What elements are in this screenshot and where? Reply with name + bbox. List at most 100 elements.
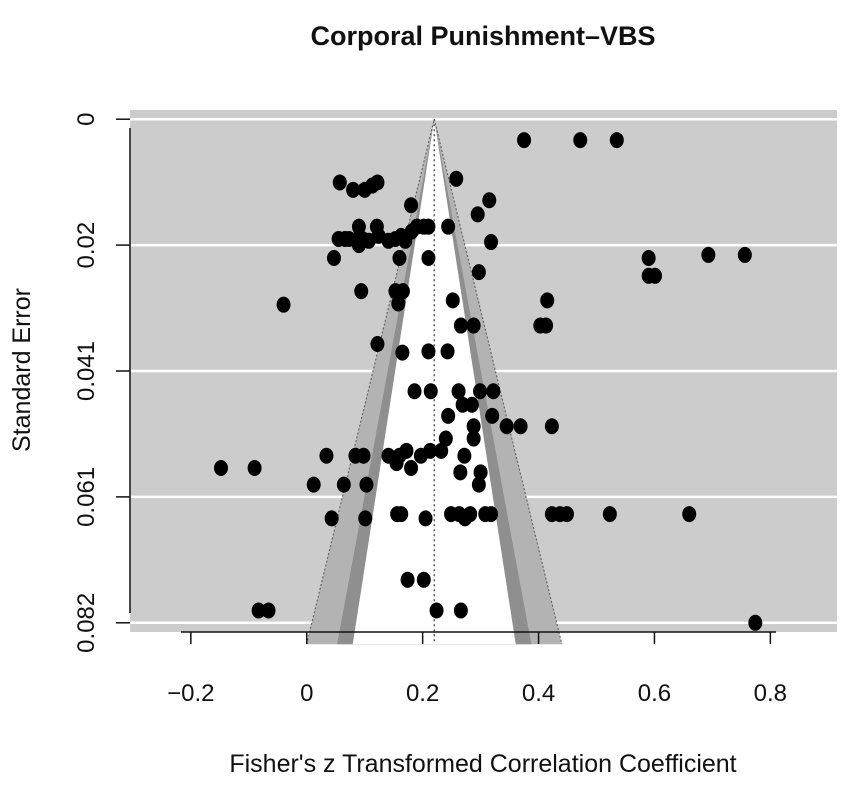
data-point-60: [486, 383, 501, 400]
data-point-37: [737, 246, 752, 263]
data-point-87: [306, 476, 321, 493]
data-point-2: [609, 132, 624, 149]
y-tick-label-4: 0.082: [73, 593, 100, 653]
data-point-33: [392, 250, 407, 267]
data-point-85: [453, 464, 468, 481]
data-point-9: [482, 192, 497, 209]
data-point-77: [319, 447, 334, 464]
data-point-3: [332, 174, 347, 191]
data-point-50: [453, 317, 468, 334]
data-point-45: [391, 295, 406, 312]
data-point-95: [418, 510, 433, 527]
data-point-1: [573, 132, 588, 149]
data-point-49: [539, 317, 554, 334]
y-tick-label-1: 0.02: [73, 222, 100, 269]
data-point-104: [559, 506, 574, 523]
data-point-59: [473, 383, 488, 400]
data-point-99: [463, 506, 478, 523]
data-point-57: [423, 383, 438, 400]
data-point-40: [471, 264, 486, 281]
x-axis-label: Fisher's z Transformed Correlation Coeff…: [229, 750, 736, 778]
chart-title: Corporal Punishment–VBS: [310, 21, 655, 51]
data-point-69: [466, 430, 481, 447]
x-tick-label-3: 0.4: [522, 680, 555, 707]
x-tick-label-4: 0.6: [638, 680, 671, 707]
data-point-75: [356, 447, 371, 464]
x-tick-label-1: 0: [300, 680, 313, 707]
data-point-65: [499, 418, 514, 435]
data-point-34: [421, 250, 436, 267]
data-point-10: [404, 197, 419, 214]
data-point-42: [395, 283, 410, 300]
data-point-4: [346, 181, 361, 198]
data-point-7: [370, 174, 385, 191]
data-point-94: [394, 506, 409, 523]
data-point-110: [261, 602, 276, 619]
data-point-83: [247, 460, 262, 477]
data-point-106: [682, 506, 697, 523]
data-point-78: [389, 455, 404, 472]
data-point-86: [473, 464, 488, 481]
data-point-79: [413, 447, 428, 464]
data-point-82: [213, 460, 228, 477]
x-axis-ticks: −0.2 0 0.2 0.4 0.6 0.8: [167, 632, 787, 707]
data-point-54: [421, 343, 436, 360]
data-point-109: [251, 602, 266, 619]
y-tick-label-0: 0: [73, 113, 100, 126]
data-point-108: [416, 571, 431, 588]
data-points: [213, 132, 763, 631]
data-point-112: [453, 602, 468, 619]
data-point-52: [370, 335, 385, 352]
data-point-68: [466, 418, 481, 435]
data-point-55: [440, 343, 455, 360]
data-point-36: [701, 246, 716, 263]
data-point-58: [451, 383, 466, 400]
data-point-39: [648, 267, 663, 284]
data-point-70: [438, 430, 453, 447]
y-axis-label: Standard Error: [8, 288, 36, 452]
data-point-62: [464, 396, 479, 413]
data-point-91: [324, 510, 339, 527]
data-point-92: [358, 510, 373, 527]
data-point-88: [336, 476, 351, 493]
data-point-105: [602, 506, 617, 523]
data-point-113: [748, 614, 763, 631]
data-point-90: [471, 476, 486, 493]
data-point-43: [354, 283, 369, 300]
y-tick-label-3: 0.061: [73, 467, 100, 527]
data-point-8: [449, 170, 464, 187]
data-point-44: [276, 296, 291, 313]
data-point-29: [441, 218, 456, 235]
data-point-81: [457, 447, 472, 464]
data-point-53: [395, 344, 410, 361]
data-point-67: [544, 418, 559, 435]
data-point-31: [326, 250, 341, 267]
data-point-35: [641, 250, 656, 267]
x-tick-label-5: 0.8: [754, 680, 787, 707]
data-point-66: [513, 418, 528, 435]
data-point-101: [484, 506, 499, 523]
data-point-63: [441, 407, 456, 424]
x-tick-label-0: −0.2: [167, 680, 214, 707]
data-point-51: [466, 317, 481, 334]
data-point-11: [470, 206, 485, 223]
data-point-64: [485, 407, 500, 424]
data-point-56: [407, 383, 422, 400]
data-point-0: [517, 132, 532, 149]
data-point-89: [359, 476, 374, 493]
data-point-28: [421, 218, 436, 235]
data-point-30: [484, 234, 499, 251]
data-point-32: [351, 237, 366, 254]
data-point-12: [351, 218, 366, 235]
data-point-46: [445, 292, 460, 309]
data-point-107: [400, 571, 415, 588]
data-point-80: [434, 442, 449, 459]
data-point-47: [540, 292, 555, 309]
y-axis-ticks: 0 0.02 0.041 0.061 0.082: [73, 113, 130, 653]
x-tick-label-2: 0.2: [406, 680, 439, 707]
data-point-84: [404, 460, 419, 477]
y-tick-label-2: 0.041: [73, 341, 100, 401]
data-point-111: [429, 602, 444, 619]
